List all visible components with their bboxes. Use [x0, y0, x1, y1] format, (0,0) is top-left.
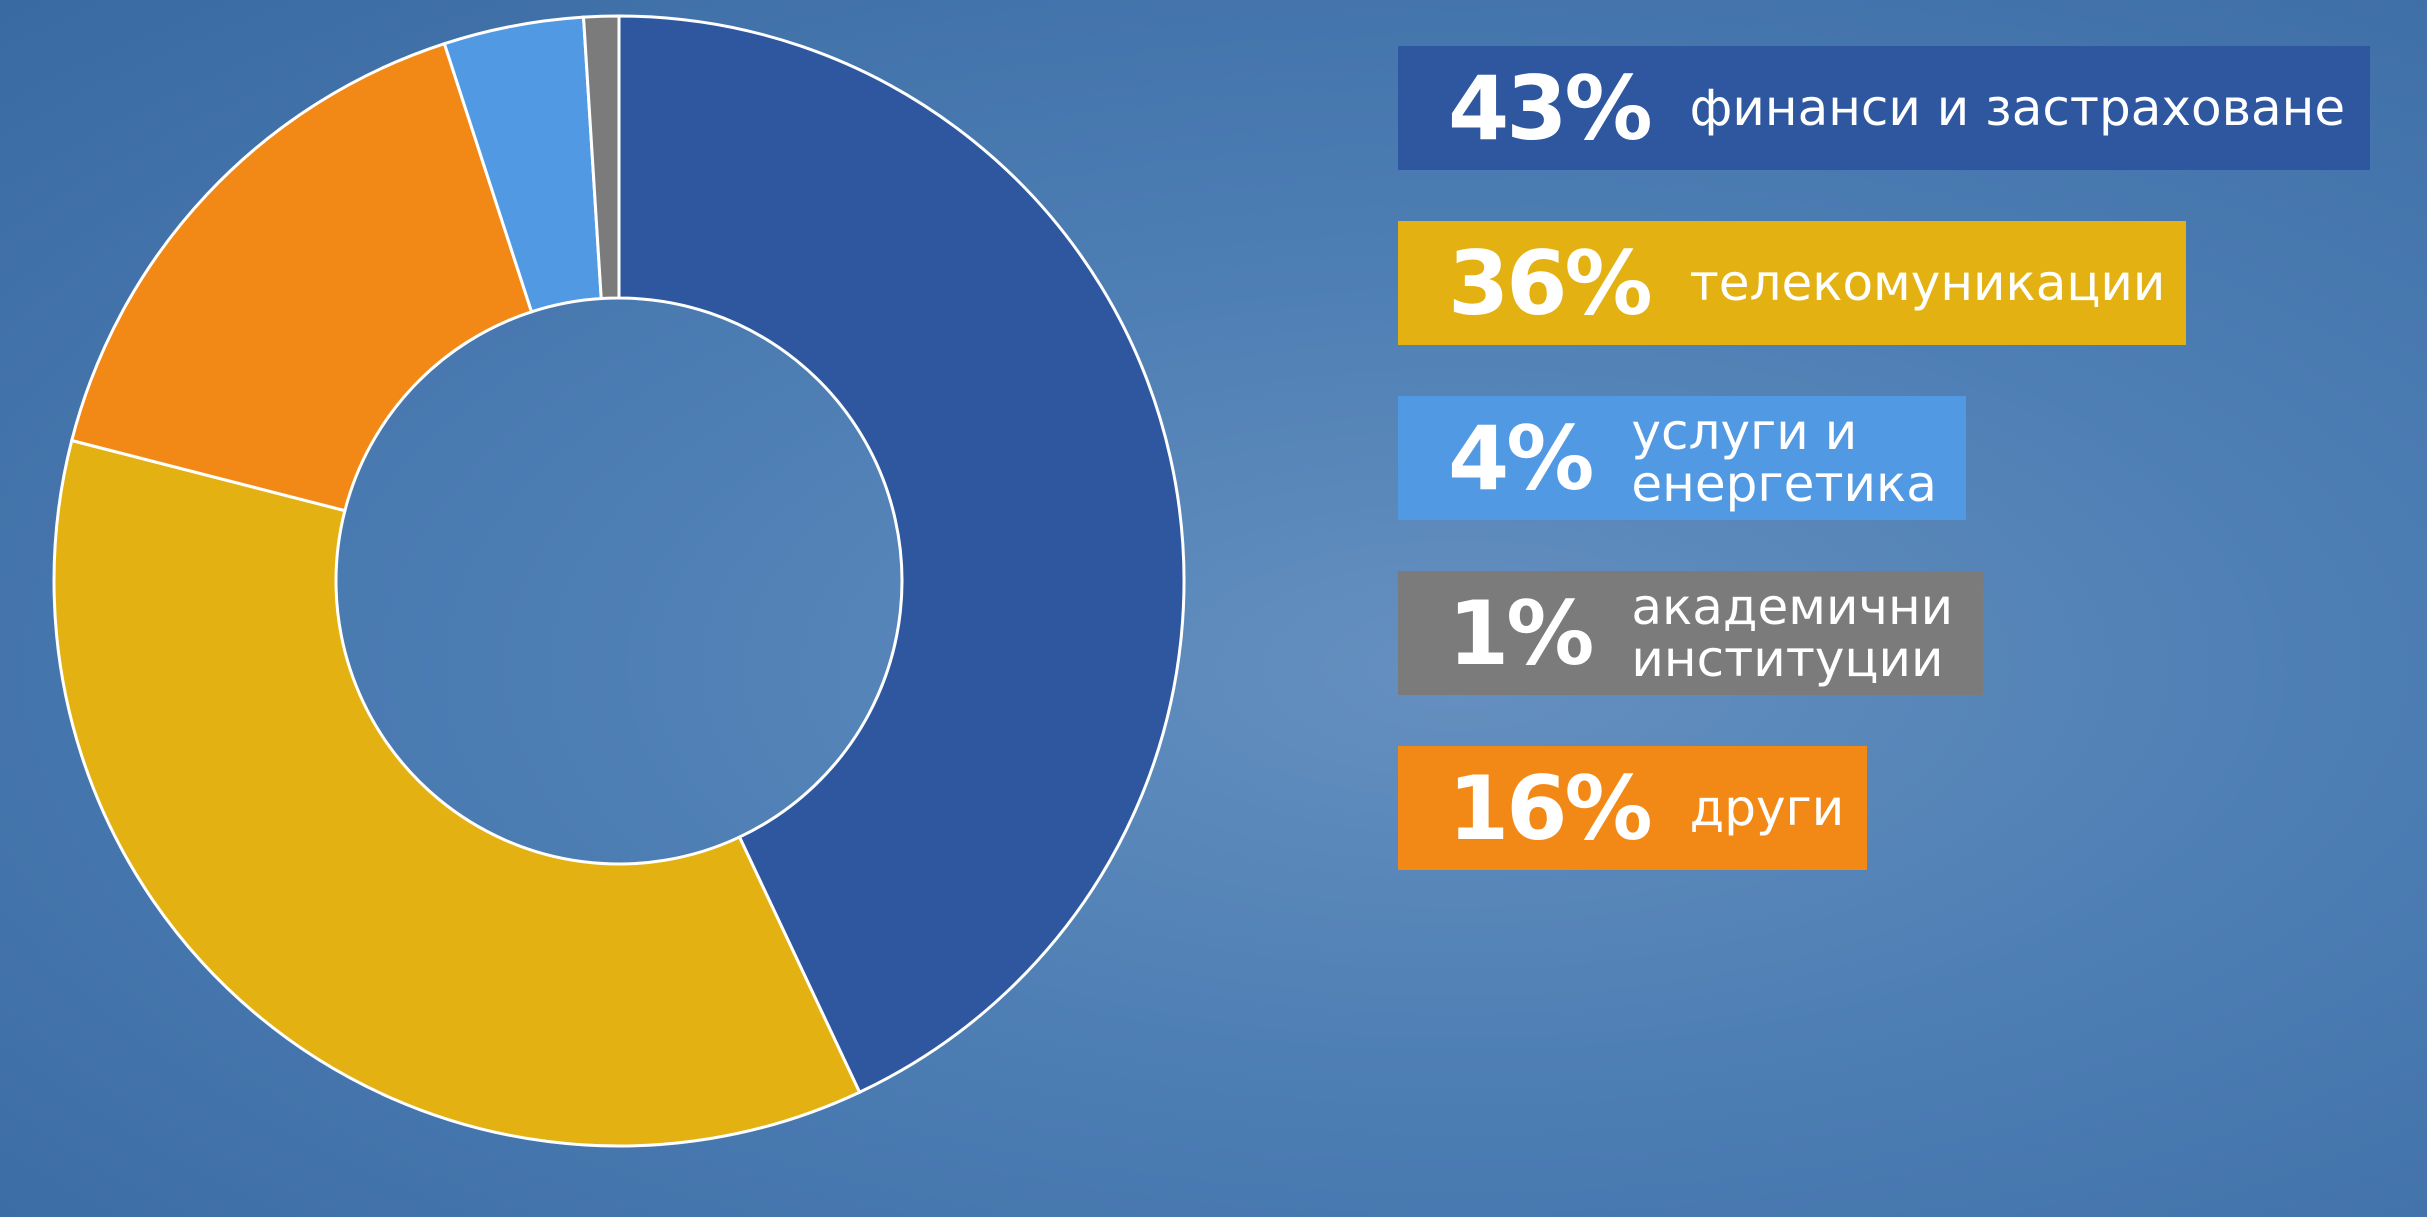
legend-item: 43% финанси и застраховане [1398, 46, 2370, 170]
legend-item: 36% телекомуникации [1398, 221, 2186, 345]
donut-slice [617, 14, 1186, 1095]
legend-label: финанси и застраховане [1689, 79, 2346, 137]
legend-label: академични институции [1631, 578, 1954, 688]
value-label: 1% [1448, 581, 1594, 685]
value-label: 36% [1448, 231, 1653, 335]
legend-label: други [1689, 779, 1845, 837]
legend-label: телекомуникации [1689, 254, 2166, 312]
donut-slice [581, 14, 621, 301]
legend-item: 1% академични институции [1398, 571, 1983, 695]
legend-item: 4% услуги и енергетика [1398, 396, 1966, 520]
legend-item: 16% други [1398, 746, 1867, 870]
donut-chart [52, 14, 1186, 1148]
value-label: 16% [1448, 756, 1653, 860]
legend-label: услуги и енергетика [1631, 403, 1937, 513]
donut-slice [69, 41, 534, 513]
value-label: 43% [1448, 56, 1653, 160]
value-label: 4% [1448, 406, 1594, 510]
donut-slice [52, 438, 862, 1148]
